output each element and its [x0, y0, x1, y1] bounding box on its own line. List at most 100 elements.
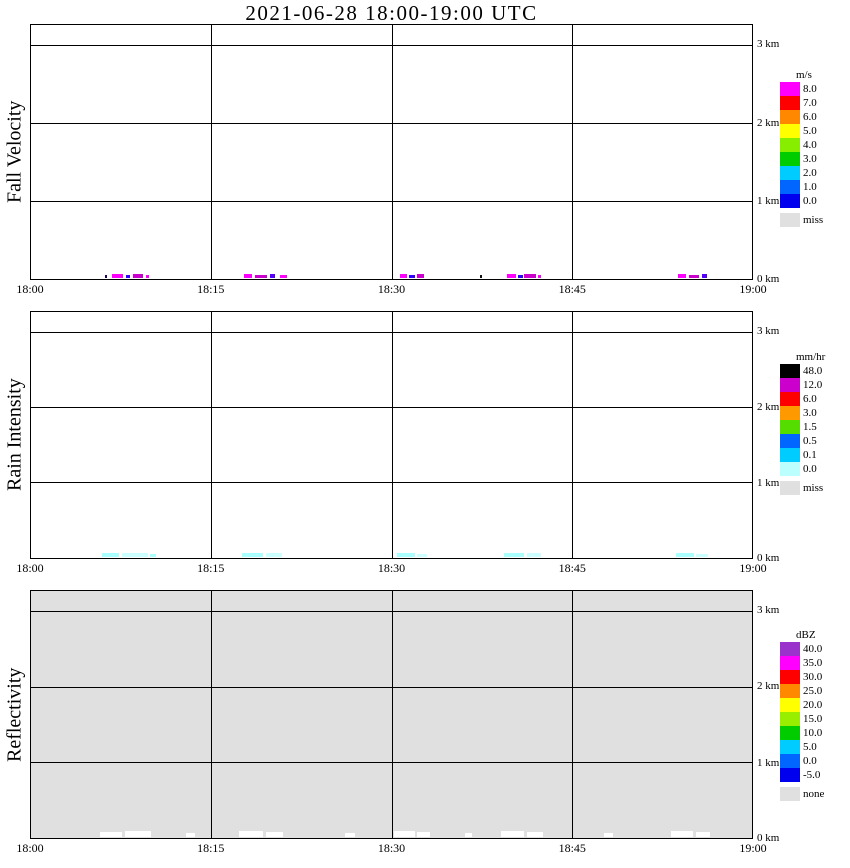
time-tick-label: 18:00 [16, 561, 44, 575]
colorbar-swatch [780, 420, 800, 434]
echo-mark [394, 831, 415, 837]
echo-mark [688, 275, 700, 278]
colorbar-swatch [780, 684, 800, 698]
echo-mark [675, 553, 695, 557]
colorbar-label: none [803, 788, 825, 800]
panel-fall-velocity: Fall Velocity 3 km 2 km 1 km 0 km 18:00 … [0, 24, 850, 296]
colorbar-blocks: 48.0 12.0 6.0 3.0 1.5 0.5 0.1 0.0 miss [780, 364, 842, 495]
colorbar-swatch [780, 726, 800, 740]
gridline [31, 201, 752, 203]
colorbar-swatch [780, 392, 800, 406]
colorbar-label: 0.5 [803, 435, 817, 447]
gridline [31, 686, 752, 688]
time-tick-label: 19:00 [739, 841, 767, 855]
colorbar-entry: 0.5 [780, 434, 842, 448]
colorbar-label: 30.0 [803, 671, 823, 683]
colorbar-entry: 0.0 [780, 194, 842, 208]
colorbar-entry: miss [780, 481, 842, 495]
time-tick-label: 18:45 [558, 282, 586, 296]
echo-mark [344, 833, 355, 837]
echo-mark [270, 274, 276, 278]
figure-title: 2021-06-28 18:00-19:00 UTC [245, 1, 538, 25]
echo-mark [124, 831, 151, 837]
height-axis: 3 km 2 km 1 km 0 km [757, 590, 783, 844]
echo-mark [238, 831, 264, 837]
colorbar-entry: 7.0 [780, 96, 842, 110]
echo-mark [465, 833, 473, 837]
echo-mark [111, 274, 124, 278]
echo-mark [266, 832, 284, 837]
colorbar-blocks: 40.0 35.0 30.0 25.0 20.0 15.0 10.0 5.0 0.0 -5.0 no… [780, 642, 842, 801]
height-tick-label: 2 km [757, 680, 780, 693]
colorbar-swatch [780, 138, 800, 152]
time-tick-label: 19:00 [739, 282, 767, 296]
colorbar-entry: 20.0 [780, 698, 842, 712]
echo-mark [146, 275, 150, 278]
colorbar-swatch [780, 787, 800, 801]
ylabel-fall-velocity: Fall Velocity [3, 100, 26, 204]
colorbar-swatch [780, 110, 800, 124]
time-tick-label: 19:00 [739, 561, 767, 575]
colorbar-entry: miss [780, 213, 842, 227]
colorbar-units: m/s [796, 69, 812, 81]
colorbar-label: 15.0 [803, 713, 823, 725]
colorbar-entry: 30.0 [780, 670, 842, 684]
plot-area-rain-intensity [30, 311, 753, 559]
gridline [571, 591, 573, 838]
colorbar-label: 35.0 [803, 657, 823, 669]
colorbar-swatch [780, 180, 800, 194]
time-tick-label: 18:15 [197, 841, 225, 855]
time-tick-label: 18:15 [197, 561, 225, 575]
echo-mark [671, 831, 693, 837]
gridline [571, 25, 573, 279]
height-axis: 3 km 2 km 1 km 0 km [757, 24, 783, 285]
echo-mark [400, 274, 407, 278]
colorbar-label: 25.0 [803, 685, 823, 697]
echo-mark [701, 274, 708, 278]
colorbar-label: 5.0 [803, 741, 817, 753]
time-tick-label: 18:45 [558, 841, 586, 855]
height-tick-label: 3 km [757, 38, 780, 51]
colorbar-blocks: 8.0 7.0 6.0 5.0 4.0 3.0 2.0 1.0 0.0 miss [780, 82, 842, 227]
colorbar-swatch [780, 434, 800, 448]
colorbar-label: 3.0 [803, 153, 817, 165]
colorbar-entry: 5.0 [780, 124, 842, 138]
echo-mark [126, 275, 130, 278]
colorbar-swatch [780, 481, 800, 495]
echo-mark [121, 553, 148, 557]
colorbar-label: 48.0 [803, 365, 823, 377]
colorbar-entry: 0.0 [780, 754, 842, 768]
colorbar-label: 10.0 [803, 727, 823, 739]
echo-mark [524, 274, 536, 278]
colorbar-swatch [780, 712, 800, 726]
colorbar-label: 1.0 [803, 181, 817, 193]
echo-mark [537, 275, 542, 278]
gridline [391, 25, 393, 279]
time-tick-label: 18:30 [377, 841, 406, 855]
colorbar-entry: 4.0 [780, 138, 842, 152]
echo-mark [696, 554, 708, 557]
time-tick-label: 18:15 [197, 282, 225, 296]
echo-mark [186, 833, 195, 837]
height-tick-label: 1 km [757, 476, 780, 489]
height-tick-label: 1 km [757, 756, 780, 769]
colorbar-reflectivity: dBZ 40.0 35.0 30.0 25.0 20.0 15.0 10.0 5.0 0.0 -5… [780, 628, 842, 801]
plot-area-reflectivity [30, 590, 753, 839]
colorbar-swatch [780, 768, 800, 782]
colorbar-units: mm/hr [796, 351, 826, 363]
colorbar-label: 2.0 [803, 167, 817, 179]
colorbar-units: dBZ [796, 629, 816, 641]
colorbar-swatch [780, 96, 800, 110]
echo-mark [695, 832, 711, 837]
echo-mark [280, 275, 287, 278]
height-tick-label: 1 km [757, 195, 780, 208]
echo-mark [244, 274, 252, 278]
echo-mark [101, 553, 119, 557]
colorbar-entry: -5.0 [780, 768, 842, 782]
colorbar-entry: 0.0 [780, 462, 842, 476]
echo-layer [31, 591, 752, 838]
colorbar-label: 12.0 [803, 379, 823, 391]
echo-mark [241, 553, 264, 557]
colorbar-swatch [780, 364, 800, 378]
colorbar-label: 0.1 [803, 449, 817, 461]
